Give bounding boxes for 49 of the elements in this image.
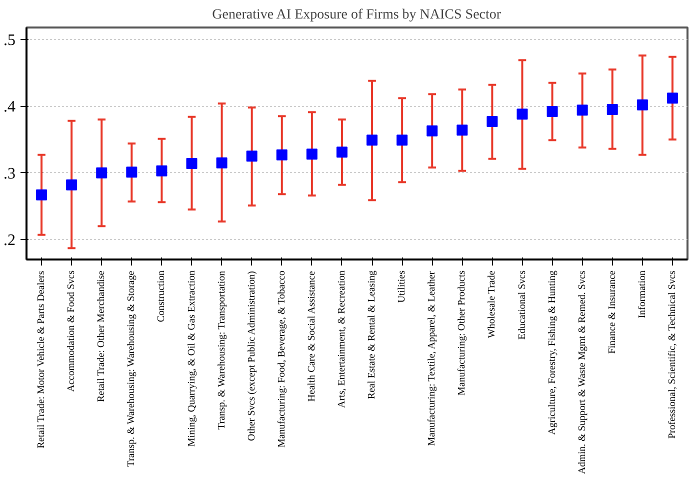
x-tick-label: Retail Trade: Other Merchandise bbox=[96, 270, 108, 402]
point bbox=[66, 179, 78, 190]
x-tick-label: Educational Svcs bbox=[516, 270, 528, 340]
point bbox=[636, 99, 648, 110]
point bbox=[186, 158, 198, 169]
point bbox=[96, 167, 108, 178]
x-tick-label: Manufacturing: Other Products bbox=[456, 270, 468, 396]
x-tick-label: Manufacturing: Food, Beverage, & Tobacco bbox=[276, 270, 288, 448]
y-tick-label: .3 bbox=[4, 165, 16, 182]
point bbox=[606, 104, 618, 115]
x-tick-label: Professional, Scientific, & Technical Svcs bbox=[666, 270, 678, 439]
x-tick-label: Wholesale Trade bbox=[486, 270, 498, 338]
x-tick-label: Arts, Entertainment, & Recreation bbox=[336, 270, 348, 408]
point bbox=[486, 116, 498, 127]
x-tick-label: Finance & Insurance bbox=[606, 270, 618, 354]
x-tick-label: Agriculture, Forestry, Fishing & Hunting bbox=[546, 270, 558, 435]
point bbox=[426, 125, 438, 136]
y-tick-label: .4 bbox=[4, 98, 16, 116]
x-tick-label: Mining, Quarrying, & Oil & Gas Extraction bbox=[186, 270, 198, 447]
point bbox=[216, 157, 228, 168]
point bbox=[396, 134, 408, 146]
x-tick-label: Admin. & Support & Waste Mgmt & Remed. Svcs bbox=[576, 270, 588, 474]
x-tick-label: Accommodation & Food Svcs bbox=[66, 270, 78, 392]
x-tick-label: Utilities bbox=[396, 270, 408, 303]
point bbox=[366, 134, 378, 146]
point bbox=[36, 189, 48, 200]
x-tick-label: Manufacturing: Textile, Apparel, & Leather bbox=[426, 270, 438, 446]
x-tick-label: Other Svcs (except Public Administration) bbox=[246, 271, 258, 442]
x-tick-label: Health Care & Social Assistance bbox=[306, 270, 318, 402]
x-tick-label: Retail Trade: Motor Vehicle & Parts Dealers bbox=[36, 270, 48, 448]
x-tick-label: Transp. & Warehousing: Warehousing & Storage bbox=[126, 270, 138, 467]
point bbox=[126, 166, 138, 178]
y-tick-label: .2 bbox=[4, 232, 16, 249]
x-tick-label: Information bbox=[636, 270, 648, 318]
y-tick-label: .5 bbox=[4, 32, 16, 49]
chart-title: Generative AI Exposure of Firms by NAICS Sector bbox=[212, 8, 502, 22]
point bbox=[576, 104, 588, 116]
point bbox=[246, 150, 258, 162]
point bbox=[516, 108, 528, 120]
point bbox=[336, 146, 348, 158]
x-tick-label: Transp. & Warehousing: Transportation bbox=[216, 270, 228, 430]
x-tick-label: Real Estate & Rental & Leasing bbox=[366, 270, 378, 400]
x-tick-label: Construction bbox=[156, 270, 168, 322]
point bbox=[156, 165, 168, 176]
point bbox=[306, 148, 318, 160]
point bbox=[546, 106, 558, 117]
point bbox=[456, 124, 468, 136]
point bbox=[666, 92, 678, 104]
point bbox=[276, 149, 288, 160]
